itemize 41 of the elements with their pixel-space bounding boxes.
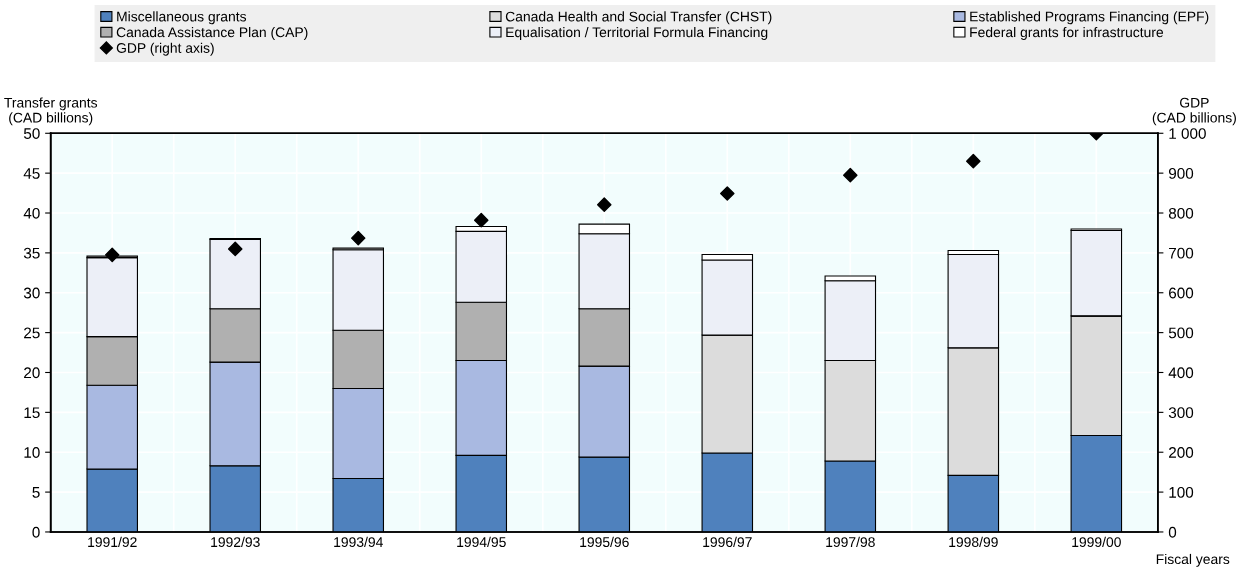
y-tick-label: 10 xyxy=(24,447,40,458)
y2-tick-label: 200 xyxy=(1169,447,1194,458)
y-tick-label: 25 xyxy=(24,327,40,339)
y-tick-label: 50 xyxy=(23,128,40,139)
x-tick-label: 1994/95 xyxy=(457,536,506,548)
y-tick-label: 30 xyxy=(23,287,40,299)
y2-tick-label: 0 xyxy=(1168,526,1177,538)
x-tick-label: 1998/99 xyxy=(949,536,998,548)
y2-tick-label: 500 xyxy=(1168,327,1194,339)
y2-tick-label: 700 xyxy=(1169,247,1194,259)
y2-tick-label: 300 xyxy=(1168,407,1194,419)
y-tick-label: 40 xyxy=(23,207,40,219)
y-tick-label: 20 xyxy=(24,367,40,379)
x-tick-label: 1999/00 xyxy=(1072,536,1121,548)
y-tick-label: 5 xyxy=(32,487,40,498)
legend-label: Federal grants for infrastructure xyxy=(970,27,1164,40)
legend-label: Canada Assistance Plan (CAP) xyxy=(116,27,308,40)
y-axis-title: Transfer grants (CAD billions) xyxy=(4,97,98,126)
legend-label: GDP (right axis) xyxy=(116,42,214,56)
x-tick-label: 1997/98 xyxy=(826,536,875,548)
y-tick-label: 45 xyxy=(23,168,40,179)
y2-tick-label: 400 xyxy=(1168,367,1194,379)
y2-axis-title: GDP (CAD billions) xyxy=(1152,97,1236,126)
legend-label: Canada Health and Social Transfer (CHST) xyxy=(505,11,772,25)
legend-label: Established Programs Financing (EPF) xyxy=(970,11,1209,25)
legend-label: Equalisation / Territorial Formula Financing xyxy=(506,27,768,40)
y2-tick-label: 100 xyxy=(1169,486,1194,498)
y-tick-label: 15 xyxy=(24,407,40,419)
x-tick-label: 1993/94 xyxy=(334,536,383,548)
legend-label: Miscellaneous grants xyxy=(117,11,247,25)
x-tick-label: 1996/97 xyxy=(703,536,752,548)
y2-tick-label: 800 xyxy=(1168,207,1194,219)
y-tick-label: 35 xyxy=(23,247,40,259)
y-tick-label: 0 xyxy=(32,526,40,538)
y2-tick-label: 1 000 xyxy=(1169,128,1206,139)
x-axis-title: Fiscal years xyxy=(1156,553,1230,567)
x-tick-label: 1995/96 xyxy=(580,536,629,548)
x-tick-label: 1991/92 xyxy=(88,536,137,548)
x-tick-label: 1992/93 xyxy=(211,536,260,548)
y2-tick-label: 900 xyxy=(1168,168,1194,179)
y2-tick-label: 600 xyxy=(1169,287,1194,299)
